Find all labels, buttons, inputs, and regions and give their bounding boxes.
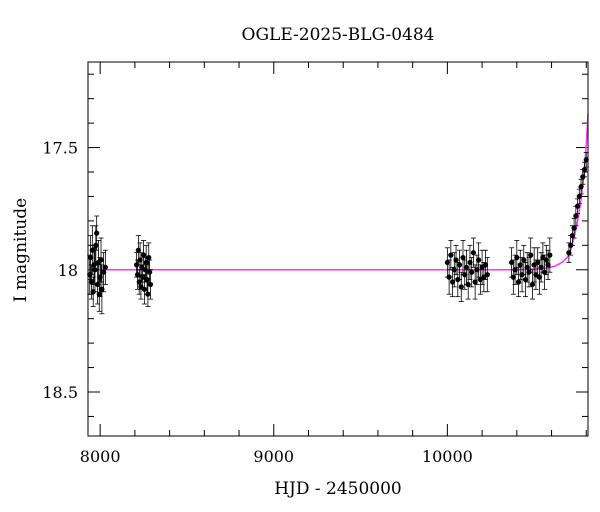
data-point bbox=[545, 262, 551, 268]
data-point bbox=[474, 267, 480, 273]
data-point bbox=[465, 281, 471, 288]
plot-frame bbox=[87, 61, 589, 437]
data-point bbox=[456, 262, 463, 268]
data-point bbox=[144, 276, 150, 283]
data-point bbox=[96, 291, 102, 297]
data-point bbox=[451, 267, 457, 273]
data-point bbox=[476, 257, 482, 263]
data-point bbox=[566, 250, 572, 256]
data-point bbox=[482, 262, 489, 268]
data-point bbox=[98, 257, 104, 263]
data-point bbox=[93, 242, 99, 248]
data-point bbox=[94, 230, 100, 236]
data-point bbox=[88, 279, 95, 285]
data-point bbox=[102, 264, 108, 270]
data-point bbox=[449, 279, 456, 285]
data-point bbox=[470, 250, 477, 256]
data-point bbox=[535, 259, 541, 266]
data-point bbox=[142, 267, 148, 273]
x-tick-label: 10000 bbox=[422, 447, 473, 466]
data-point bbox=[147, 281, 154, 288]
y-tick-label: 17.5 bbox=[42, 139, 78, 158]
data-point bbox=[571, 225, 577, 231]
data-point bbox=[134, 272, 141, 278]
data-point bbox=[514, 254, 520, 261]
data-point bbox=[538, 264, 544, 270]
data-point bbox=[509, 259, 515, 266]
data-point bbox=[448, 252, 454, 258]
data-point bbox=[92, 267, 98, 273]
data-point bbox=[524, 264, 530, 270]
model-line bbox=[88, 113, 589, 271]
data-point bbox=[458, 284, 464, 290]
data-point bbox=[576, 193, 582, 200]
data-point bbox=[446, 274, 452, 280]
x-tick-label: 8000 bbox=[80, 447, 121, 466]
data-points bbox=[87, 152, 589, 315]
x-tick-label: 9000 bbox=[253, 447, 294, 466]
y-tick-label: 18.5 bbox=[42, 383, 78, 402]
data-point bbox=[444, 259, 450, 266]
data-point bbox=[143, 259, 149, 266]
data-point bbox=[463, 264, 470, 270]
data-point bbox=[573, 213, 579, 219]
data-point bbox=[146, 254, 152, 261]
data-point bbox=[543, 257, 549, 263]
axis-ticks: 8000 9000 10000 17.5 18 18.5 bbox=[42, 62, 588, 466]
data-point bbox=[547, 252, 553, 258]
data-point bbox=[472, 279, 478, 285]
data-point bbox=[529, 281, 536, 288]
model-curve bbox=[88, 113, 589, 271]
data-point bbox=[140, 252, 147, 258]
data-point bbox=[510, 274, 516, 280]
data-point bbox=[147, 269, 153, 275]
data-point bbox=[97, 274, 103, 280]
data-point bbox=[462, 272, 468, 278]
data-point bbox=[89, 247, 95, 253]
data-point bbox=[453, 257, 459, 263]
y-axis-label: I magnitude bbox=[11, 198, 31, 302]
data-point bbox=[528, 252, 534, 258]
data-point bbox=[469, 269, 475, 275]
chart-title: OGLE-2025-BLG-0484 bbox=[242, 25, 435, 45]
data-point bbox=[574, 203, 581, 209]
data-point bbox=[484, 272, 490, 278]
x-axis-label: HJD - 2450000 bbox=[274, 479, 402, 499]
data-point bbox=[569, 232, 575, 239]
data-point bbox=[145, 291, 151, 297]
data-point bbox=[581, 166, 588, 173]
data-point bbox=[517, 262, 523, 268]
data-point bbox=[536, 274, 542, 280]
data-point bbox=[460, 254, 466, 261]
data-point bbox=[521, 257, 527, 263]
data-point bbox=[541, 269, 548, 275]
data-point bbox=[101, 269, 107, 275]
data-point bbox=[136, 279, 142, 285]
data-point bbox=[88, 254, 94, 261]
data-point bbox=[141, 286, 148, 292]
data-point bbox=[467, 259, 473, 266]
data-point bbox=[515, 279, 522, 285]
data-point bbox=[135, 247, 141, 253]
data-point bbox=[512, 267, 518, 273]
data-point bbox=[140, 274, 146, 280]
y-tick-label: 18 bbox=[58, 261, 78, 280]
data-point bbox=[578, 184, 584, 190]
data-point bbox=[137, 257, 143, 263]
data-point bbox=[522, 276, 529, 283]
data-point bbox=[99, 286, 105, 292]
